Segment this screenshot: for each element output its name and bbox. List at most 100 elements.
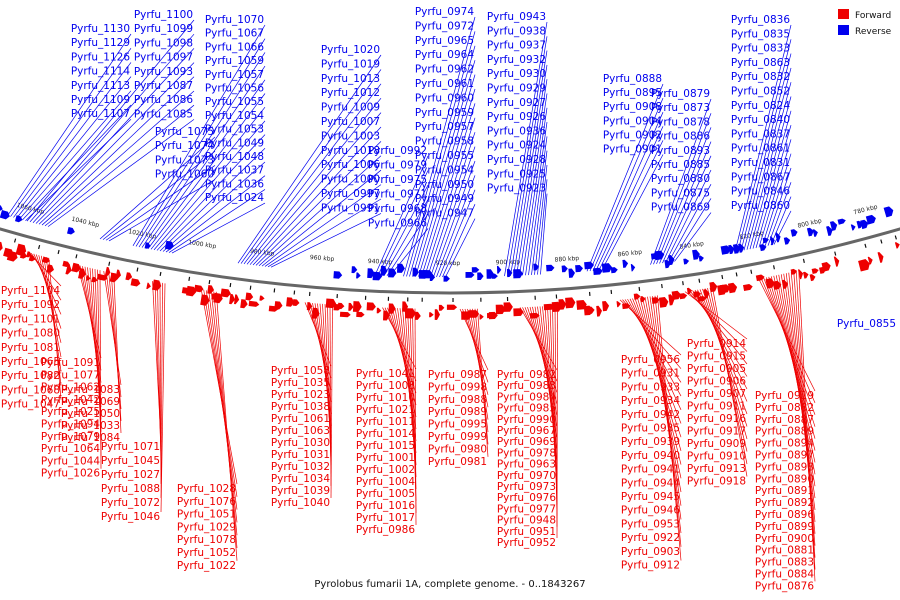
- forward-gene: [488, 311, 498, 320]
- reverse-gene-label: Pyrfu_1066: [205, 41, 265, 53]
- axis-tick-label: 1040 kbp: [71, 216, 100, 229]
- label-connector: [554, 305, 558, 527]
- reverse-gene-label: Pyrfu_1013: [321, 73, 380, 85]
- label-connector: [380, 184, 429, 276]
- forward-gene-label: Pyrfu_1004: [356, 476, 416, 488]
- reverse-gene-label: Pyrfu_0958: [415, 136, 474, 148]
- forward-gene-label: Pyrfu_0944: [621, 477, 681, 489]
- label-connector: [99, 136, 216, 240]
- forward-gene-label: Pyrfu_0891: [755, 485, 814, 497]
- backbone-mark: [188, 276, 191, 281]
- label-connector: [668, 184, 712, 263]
- forward-gene: [679, 293, 688, 300]
- label-connector: [522, 307, 558, 382]
- forward-gene-label: Pyrfu_1022: [177, 560, 236, 572]
- forward-gene: [125, 272, 133, 281]
- reverse-gene: [769, 236, 775, 246]
- label-connector: [659, 141, 712, 264]
- reverse-gene: [333, 271, 343, 279]
- forward-gene-label: Pyrfu_0981: [428, 456, 487, 468]
- label-connector: [436, 175, 476, 278]
- label-connector: [472, 308, 489, 433]
- forward-gene-label: Pyrfu_0900: [755, 533, 814, 545]
- forward-gene: [286, 297, 295, 307]
- forward-gene: [446, 304, 458, 310]
- label-connector: [246, 97, 382, 265]
- forward-gene-label: Pyrfu_1081: [1, 342, 60, 354]
- forward-gene-label: Pyrfu_0910: [687, 451, 746, 463]
- label-connector: [267, 198, 382, 268]
- backbone-mark: [13, 238, 17, 243]
- reverse-gene-label: Pyrfu_0879: [651, 88, 710, 100]
- forward-gene: [415, 311, 421, 320]
- forward-gene-label: Pyrfu_0912: [621, 560, 680, 572]
- forward-gene: [71, 262, 81, 273]
- forward-gene: [292, 299, 300, 306]
- label-connector: [770, 196, 792, 246]
- forward-gene: [152, 279, 162, 291]
- label-connector: [778, 274, 816, 487]
- forward-gene: [479, 314, 484, 320]
- label-connector: [26, 19, 195, 222]
- forward-gene: [337, 302, 345, 310]
- label-connector: [652, 296, 682, 534]
- forward-gene-label: Pyrfu_0945: [621, 491, 680, 503]
- reverse-gene-label: Pyrfu_0932: [487, 54, 546, 66]
- forward-gene-label: Pyrfu_0882: [755, 402, 814, 414]
- label-connector: [746, 82, 792, 250]
- reverse-gene: [683, 258, 690, 265]
- forward-gene: [616, 301, 621, 308]
- forward-gene-label: Pyrfu_1044: [41, 455, 101, 467]
- label-connector: [135, 38, 266, 247]
- forward-gene-label: Pyrfu_0990: [497, 414, 556, 426]
- label-connector: [589, 97, 664, 272]
- reverse-gene-label: Pyrfu_1036: [205, 178, 265, 190]
- label-connector: [662, 155, 712, 264]
- forward-gene-label: Pyrfu_0905: [687, 363, 746, 375]
- reverse-gene-label: Pyrfu_0966: [368, 218, 428, 230]
- forward-gene: [245, 292, 254, 301]
- forward-gene-label: Pyrfu_0916: [687, 413, 747, 425]
- forward-gene: [877, 252, 884, 263]
- label-connector: [598, 140, 664, 271]
- reverse-gene: [593, 267, 603, 275]
- label-connector: [674, 212, 712, 262]
- reverse-gene-label: Pyrfu_1019: [321, 58, 380, 70]
- reverse-gene-label: Pyrfu_0965: [415, 35, 474, 47]
- forward-gene-label: Pyrfu_0903: [621, 546, 680, 558]
- forward-gene: [719, 284, 731, 294]
- forward-gene-label: Pyrfu_1101: [1, 313, 60, 325]
- forward-gene-label: Pyrfu_1034: [271, 473, 331, 485]
- reverse-gene-label: Pyrfu_1020: [321, 44, 380, 56]
- forward-gene-label: Pyrfu_0956: [621, 354, 681, 366]
- backbone-mark: [682, 281, 684, 286]
- label-connector: [159, 282, 162, 485]
- forward-gene-label: Pyrfu_0986: [356, 524, 416, 536]
- forward-gene: [234, 294, 240, 305]
- forward-gene: [348, 302, 354, 311]
- forward-gene: [146, 282, 151, 290]
- label-connector: [761, 153, 792, 247]
- label-connector: [252, 126, 382, 266]
- forward-gene-label: Pyrfu_0889: [755, 426, 814, 438]
- reverse-gene-label: Pyrfu_0929: [487, 83, 546, 95]
- label-connector: [35, 254, 62, 329]
- forward-gene-label: Pyrfu_0984: [497, 391, 557, 403]
- label-connector: [595, 126, 664, 271]
- label-connector: [205, 290, 238, 510]
- reverse-gene: [728, 244, 735, 255]
- forward-gene-label: Pyrfu_1094: [41, 419, 101, 431]
- forward-gene-label: Pyrfu_0983: [497, 380, 556, 392]
- label-connector: [507, 36, 548, 277]
- reverse-gene: [883, 206, 894, 218]
- label-connector: [160, 283, 166, 513]
- reverse-gene-label: Pyrfu_1130: [71, 23, 130, 35]
- axis-tick-label: 940 kbp: [368, 258, 393, 266]
- reverse-gene-label: Pyrfu_0925: [487, 168, 546, 180]
- reverse-gene-label: Pyrfu_0835: [731, 28, 790, 40]
- label-connector: [270, 213, 382, 268]
- forward-gene-label: Pyrfu_1079: [41, 431, 100, 443]
- label-connector: [712, 287, 748, 477]
- reverse-gene-label: Pyrfu_0960: [415, 92, 474, 104]
